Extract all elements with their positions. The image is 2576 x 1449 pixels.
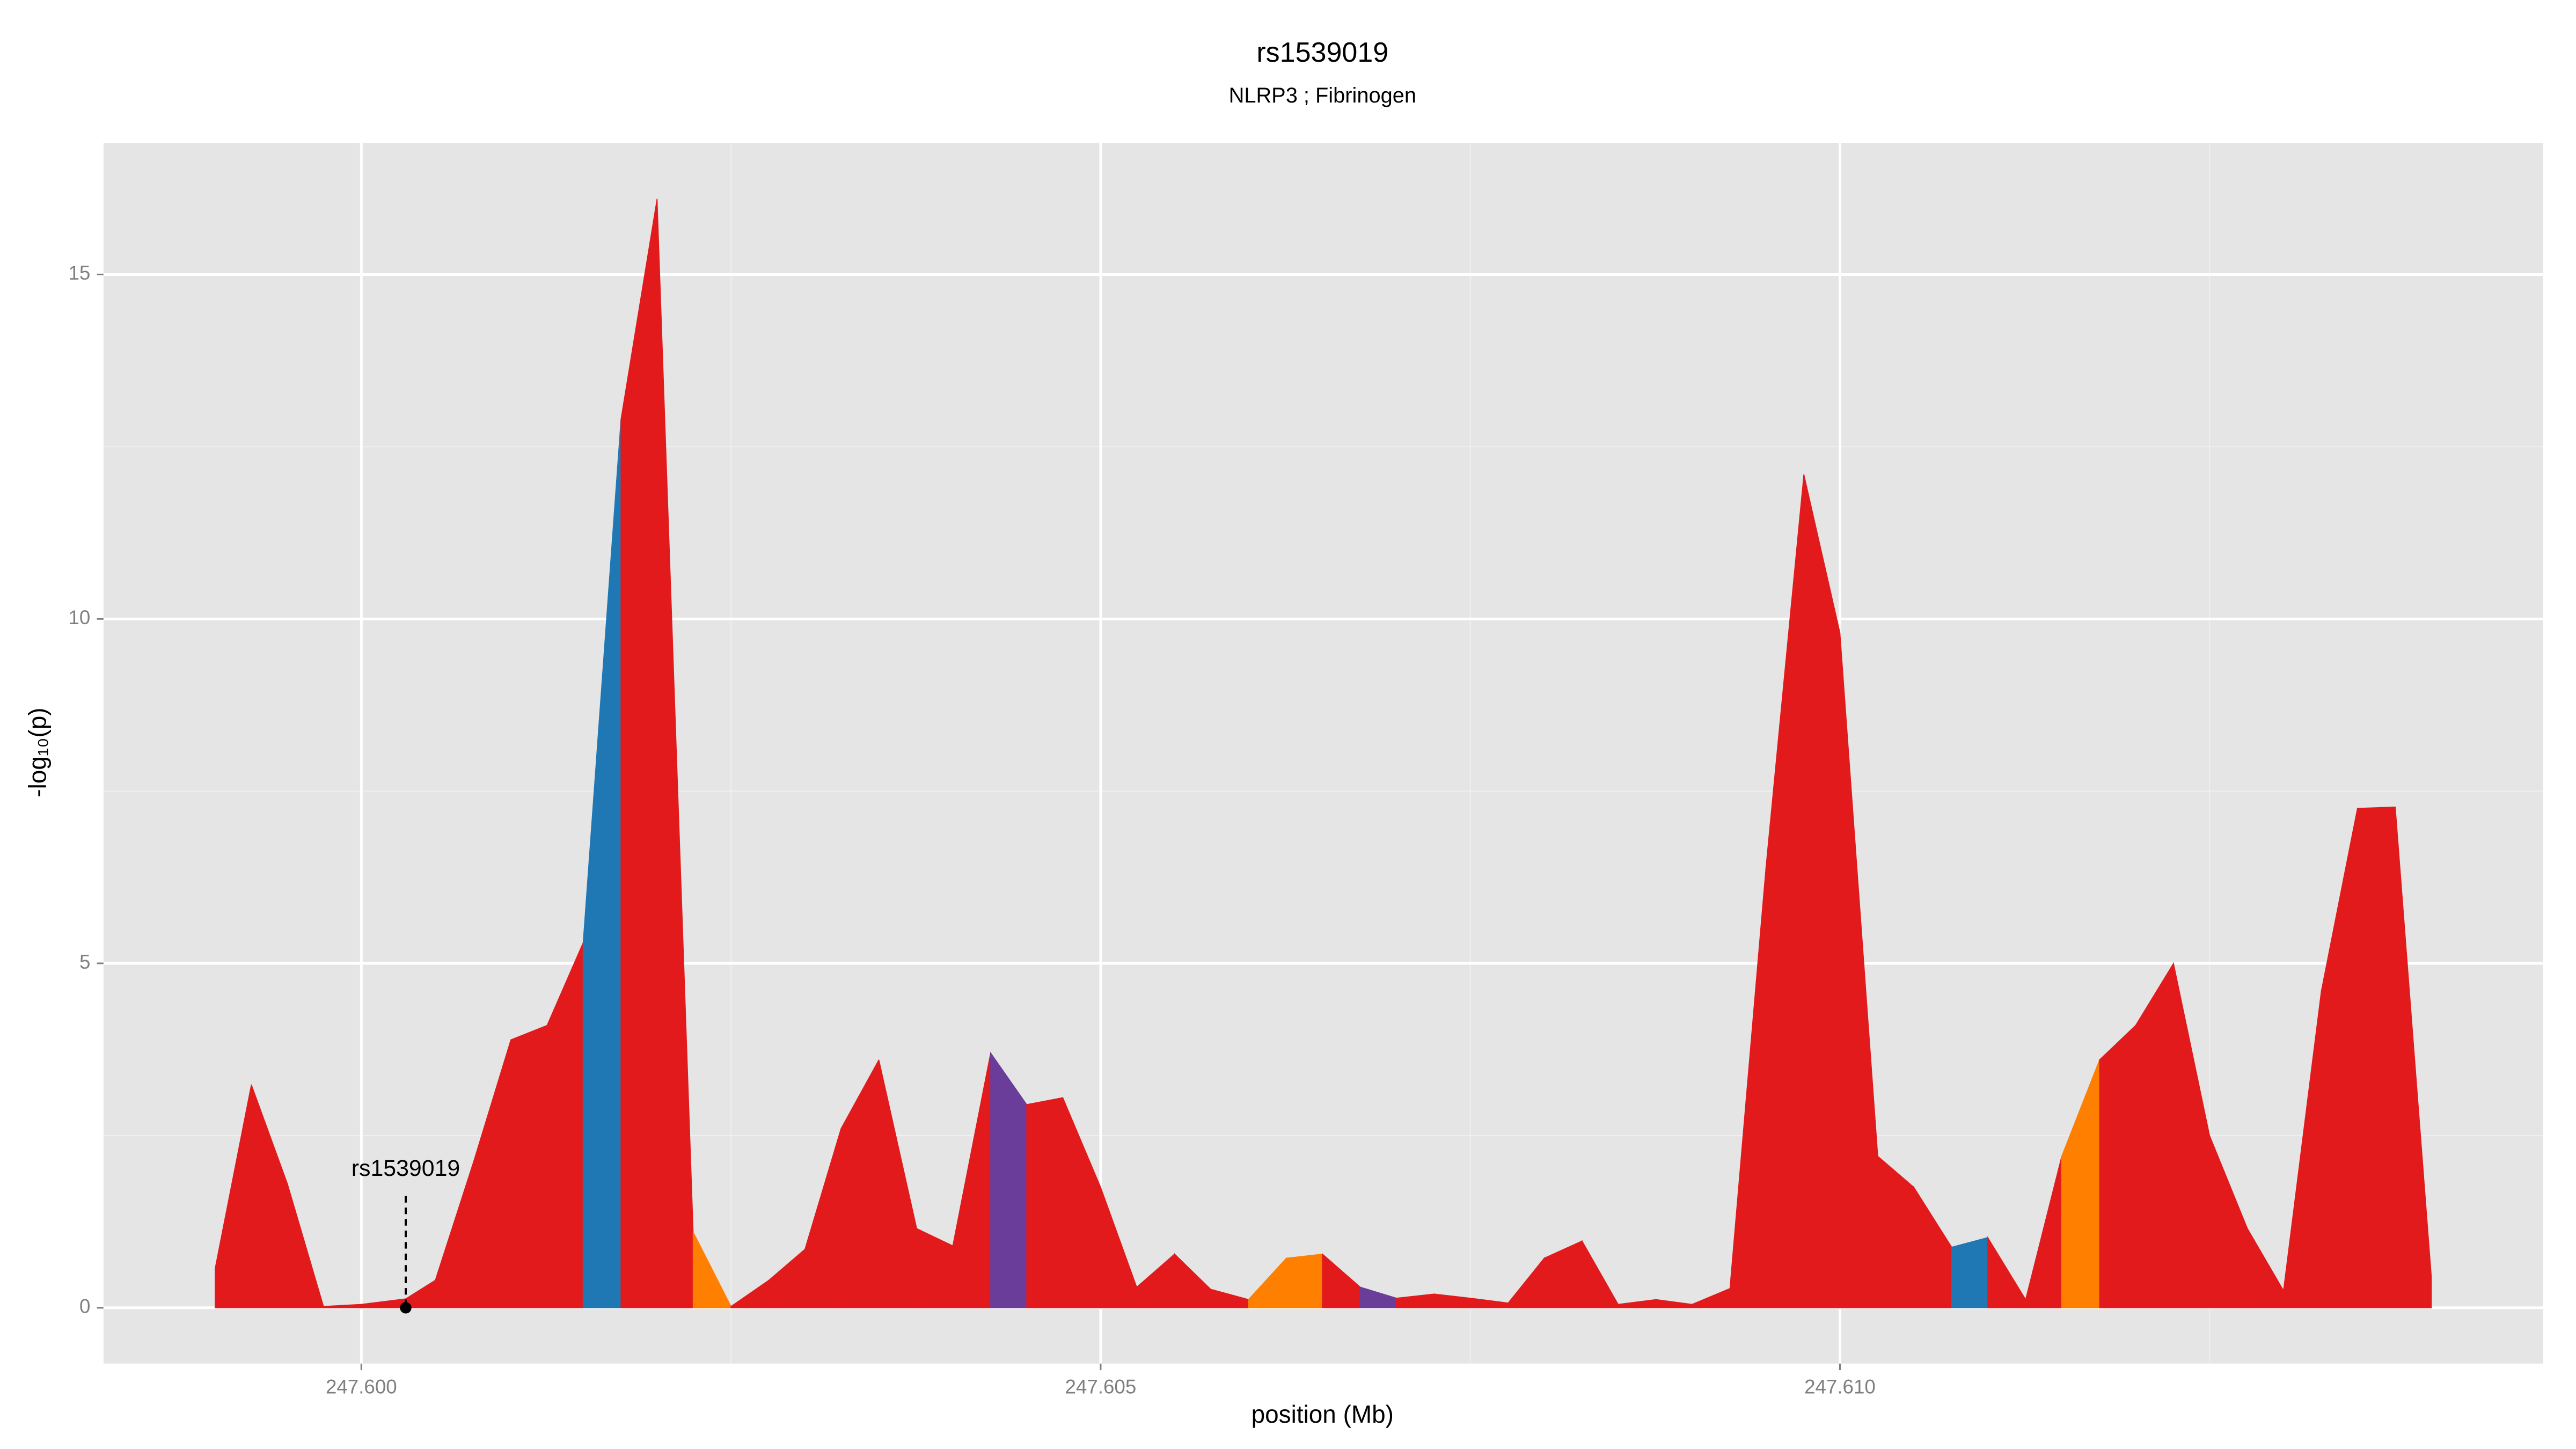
x-axis-title: position (Mb) xyxy=(1252,1400,1394,1428)
annotation-label: rs1539019 xyxy=(352,1155,460,1181)
y-tick-label: 15 xyxy=(69,262,91,284)
area-segment xyxy=(2395,807,2432,1308)
area-segment xyxy=(2099,1024,2136,1308)
area-segment xyxy=(1951,1236,1988,1308)
y-axis-title: -log₁₀(p) xyxy=(24,707,52,797)
area-segment xyxy=(1286,1253,1323,1308)
annotation-point xyxy=(400,1302,412,1314)
y-tick-label: 10 xyxy=(69,606,91,628)
x-tick-label: 247.610 xyxy=(1804,1375,1876,1397)
chart-title: rs1539019 xyxy=(1256,37,1388,68)
y-tick-label: 0 xyxy=(79,1296,90,1318)
y-tick-label: 5 xyxy=(79,951,90,973)
area-segment xyxy=(510,1024,548,1308)
chart-subtitle: NLRP3 ; Fibrinogen xyxy=(1229,84,1416,107)
x-tick-label: 247.600 xyxy=(326,1375,397,1397)
area-segment xyxy=(2357,806,2396,1308)
x-tick-label: 247.605 xyxy=(1065,1375,1137,1397)
area-segment xyxy=(1026,1097,1064,1308)
